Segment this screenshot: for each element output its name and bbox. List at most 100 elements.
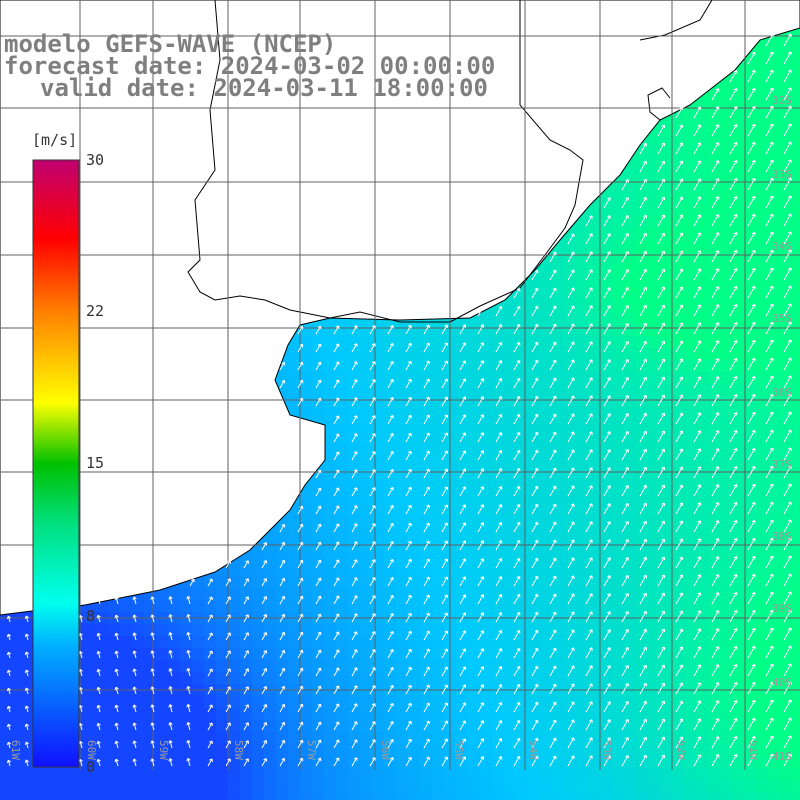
ocean-cell (672, 564, 684, 576)
ocean-cell (624, 504, 636, 516)
ocean-cell (324, 540, 336, 552)
ocean-cell (420, 780, 432, 792)
ocean-cell (480, 456, 492, 468)
ocean-cell (684, 276, 696, 288)
ocean-cell (684, 180, 696, 192)
ocean-cell (588, 576, 600, 588)
ocean-cell (648, 240, 660, 252)
ocean-cell (492, 660, 504, 672)
ocean-cell (312, 516, 324, 528)
ocean-cell (684, 720, 696, 732)
ocean-cell (756, 564, 768, 576)
ocean-cell (180, 768, 192, 780)
ocean-cell (540, 792, 552, 800)
ocean-cell (456, 552, 468, 564)
ocean-cell (288, 396, 300, 408)
ocean-cell (456, 456, 468, 468)
ocean-cell (528, 624, 540, 636)
ocean-cell (564, 780, 576, 792)
ocean-cell (708, 96, 720, 108)
ocean-cell (564, 348, 576, 360)
ocean-cell (420, 744, 432, 756)
ocean-cell (540, 588, 552, 600)
ocean-cell (708, 120, 720, 132)
ocean-cell (540, 732, 552, 744)
ocean-cell (360, 672, 372, 684)
ocean-cell (792, 204, 800, 216)
ocean-cell (168, 708, 180, 720)
ocean-cell (792, 588, 800, 600)
ocean-cell (120, 780, 132, 792)
ocean-cell (456, 636, 468, 648)
ocean-cell (216, 756, 228, 768)
ocean-cell (612, 360, 624, 372)
ocean-cell (0, 660, 12, 672)
ocean-cell (180, 648, 192, 660)
ocean-cell (720, 144, 732, 156)
ocean-cell (504, 708, 516, 720)
ocean-cell (768, 576, 780, 588)
ocean-cell (612, 420, 624, 432)
ocean-cell (636, 156, 648, 168)
ocean-cell (780, 60, 792, 72)
ocean-cell (684, 216, 696, 228)
ocean-cell (720, 636, 732, 648)
ocean-cell (600, 492, 612, 504)
ocean-cell (780, 48, 792, 60)
ocean-cell (612, 408, 624, 420)
ocean-cell (696, 636, 708, 648)
ocean-cell (576, 552, 588, 564)
ocean-cell (696, 756, 708, 768)
ocean-cell (756, 240, 768, 252)
ocean-cell (756, 108, 768, 120)
ocean-cell (312, 624, 324, 636)
ocean-cell (624, 180, 636, 192)
ocean-cell (672, 384, 684, 396)
ocean-cell (612, 192, 624, 204)
ocean-cell (732, 96, 744, 108)
ocean-cell (348, 768, 360, 780)
ocean-cell (408, 600, 420, 612)
ocean-cell (588, 456, 600, 468)
ocean-cell (540, 600, 552, 612)
ocean-cell (120, 660, 132, 672)
ocean-cell (252, 660, 264, 672)
ocean-cell (600, 192, 612, 204)
ocean-cell (756, 216, 768, 228)
ocean-cell (660, 276, 672, 288)
ocean-cell (576, 348, 588, 360)
ocean-cell (528, 768, 540, 780)
ocean-cell (792, 732, 800, 744)
ocean-cell (504, 480, 516, 492)
ocean-cell (396, 348, 408, 360)
ocean-cell (720, 132, 732, 144)
ocean-cell (756, 156, 768, 168)
ocean-cell (600, 204, 612, 216)
ocean-cell (264, 600, 276, 612)
ocean-cell (732, 252, 744, 264)
ocean-cell (528, 552, 540, 564)
ocean-cell (36, 780, 48, 792)
ocean-cell (660, 132, 672, 144)
ocean-cell (240, 672, 252, 684)
ocean-cell (276, 660, 288, 672)
ocean-cell (516, 636, 528, 648)
ocean-cell (48, 792, 60, 800)
ocean-cell (228, 780, 240, 792)
ocean-cell (264, 576, 276, 588)
ocean-cell (768, 432, 780, 444)
ocean-cell (612, 576, 624, 588)
ocean-cell (792, 636, 800, 648)
ocean-cell (504, 408, 516, 420)
ocean-cell (432, 492, 444, 504)
ocean-cell (516, 720, 528, 732)
ocean-cell (552, 720, 564, 732)
ocean-cell (672, 636, 684, 648)
ocean-cell (360, 504, 372, 516)
ocean-cell (360, 660, 372, 672)
ocean-cell (516, 648, 528, 660)
ocean-cell (576, 264, 588, 276)
ocean-cell (792, 300, 800, 312)
ocean-cell (300, 504, 312, 516)
ocean-cell (360, 444, 372, 456)
